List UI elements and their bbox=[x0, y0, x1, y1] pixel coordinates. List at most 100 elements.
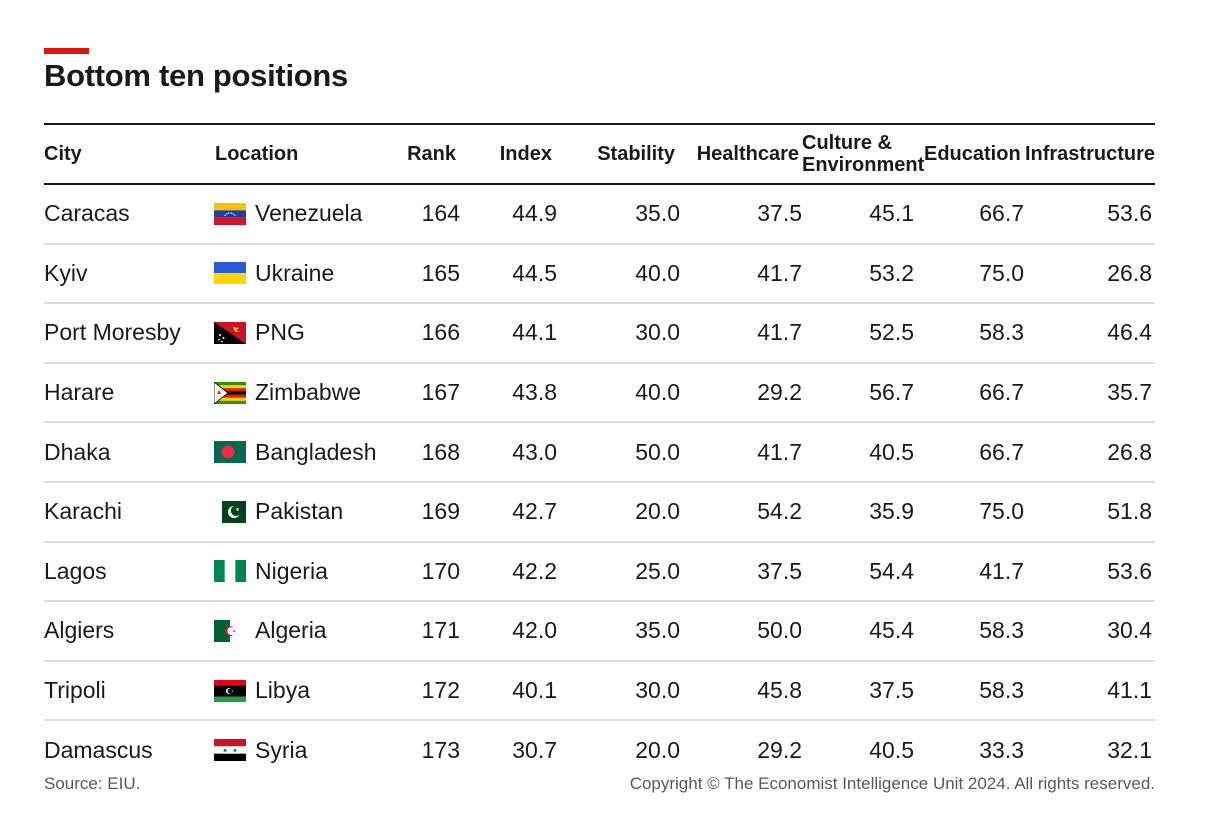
header-infrastructure: Infrastructure bbox=[1024, 143, 1155, 165]
culture-cell: 40.5 bbox=[869, 438, 914, 465]
stability-cell: 30.0 bbox=[635, 319, 680, 346]
rank-cell: 170 bbox=[421, 557, 460, 584]
header-city: City bbox=[44, 143, 82, 165]
table-header: City Location Rank Index Stability Healt… bbox=[44, 123, 1155, 185]
infrastructure-cell: 26.8 bbox=[1107, 259, 1152, 286]
location-name: Bangladesh bbox=[255, 438, 377, 465]
table-row: Damascus Syria 173 30.7 20.0 29.2 40.5 33.3 32.1 bbox=[44, 721, 1155, 779]
city-cell: Port Moresby bbox=[44, 319, 181, 346]
culture-cell: 53.2 bbox=[869, 259, 914, 286]
culture-cell: 37.5 bbox=[869, 677, 914, 704]
culture-cell: 45.1 bbox=[869, 200, 914, 227]
infrastructure-cell: 30.4 bbox=[1107, 617, 1152, 644]
infrastructure-cell: 35.7 bbox=[1107, 379, 1152, 406]
libya-flag-icon bbox=[214, 679, 246, 702]
syria-flag-icon bbox=[214, 739, 246, 762]
healthcare-cell: 37.5 bbox=[757, 557, 802, 584]
culture-cell: 35.9 bbox=[869, 498, 914, 525]
accent-bar bbox=[44, 48, 89, 54]
rankings-table: City Location Rank Index Stability Healt… bbox=[44, 123, 1155, 779]
stability-cell: 40.0 bbox=[635, 259, 680, 286]
education-cell: 75.0 bbox=[979, 259, 1024, 286]
city-cell: Lagos bbox=[44, 557, 107, 584]
city-cell: Kyiv bbox=[44, 259, 88, 286]
education-cell: 66.7 bbox=[979, 379, 1024, 406]
location-cell: Ukraine bbox=[214, 245, 334, 303]
copyright-note: Copyright © The Economist Intelligence U… bbox=[629, 774, 1155, 793]
ukraine-flag-icon bbox=[214, 262, 246, 285]
stability-cell: 35.0 bbox=[635, 200, 680, 227]
location-cell: Pakistan bbox=[214, 483, 343, 541]
infrastructure-cell: 46.4 bbox=[1107, 319, 1152, 346]
healthcare-cell: 41.7 bbox=[757, 438, 802, 465]
location-name: Pakistan bbox=[255, 498, 344, 525]
education-cell: 33.3 bbox=[979, 736, 1024, 763]
bangladesh-flag-icon bbox=[214, 441, 246, 464]
location-name: Algeria bbox=[255, 617, 327, 644]
rank-cell: 169 bbox=[421, 498, 460, 525]
culture-cell: 45.4 bbox=[869, 617, 914, 644]
index-cell: 40.1 bbox=[512, 677, 557, 704]
location-cell: Algeria bbox=[214, 602, 327, 660]
healthcare-cell: 41.7 bbox=[757, 259, 802, 286]
city-cell: Damascus bbox=[44, 736, 153, 763]
education-cell: 58.3 bbox=[979, 617, 1024, 644]
infrastructure-cell: 53.6 bbox=[1107, 200, 1152, 227]
header-stability: Stability bbox=[597, 143, 675, 165]
header-education: Education bbox=[924, 143, 1021, 165]
rank-cell: 167 bbox=[421, 379, 460, 406]
index-cell: 42.7 bbox=[512, 498, 557, 525]
index-cell: 42.0 bbox=[512, 617, 557, 644]
education-cell: 41.7 bbox=[979, 557, 1024, 584]
venezuela-flag-icon bbox=[214, 202, 246, 225]
city-cell: Caracas bbox=[44, 200, 130, 227]
location-cell: Zimbabwe bbox=[214, 364, 361, 422]
infrastructure-cell: 53.6 bbox=[1107, 557, 1152, 584]
city-cell: Harare bbox=[44, 379, 115, 406]
table-row: Karachi Pakistan 169 42.7 20.0 54.2 35.9 75.0 51… bbox=[44, 483, 1155, 543]
index-cell: 44.9 bbox=[512, 200, 557, 227]
healthcare-cell: 54.2 bbox=[757, 498, 802, 525]
rank-cell: 164 bbox=[421, 200, 460, 227]
nigeria-flag-icon bbox=[214, 560, 246, 583]
healthcare-cell: 29.2 bbox=[757, 736, 802, 763]
location-name: Syria bbox=[255, 736, 308, 763]
index-cell: 43.8 bbox=[512, 379, 557, 406]
culture-cell: 56.7 bbox=[869, 379, 914, 406]
algeria-flag-icon bbox=[214, 619, 246, 642]
stability-cell: 40.0 bbox=[635, 379, 680, 406]
table-row: Caracas Venezuela 164 44.9 35.0 37.5 45.1 66.7 5… bbox=[44, 185, 1155, 245]
location-cell: Nigeria bbox=[214, 543, 328, 601]
rank-cell: 165 bbox=[421, 259, 460, 286]
location-name: PNG bbox=[255, 319, 305, 346]
healthcare-cell: 50.0 bbox=[757, 617, 802, 644]
location-cell: PNG bbox=[214, 304, 305, 362]
location-name: Venezuela bbox=[255, 200, 363, 227]
header-rank: Rank bbox=[407, 143, 456, 165]
rank-cell: 166 bbox=[421, 319, 460, 346]
header-culture-environment: Culture & Environment bbox=[802, 132, 925, 176]
healthcare-cell: 41.7 bbox=[757, 319, 802, 346]
healthcare-cell: 37.5 bbox=[757, 200, 802, 227]
rank-cell: 171 bbox=[421, 617, 460, 644]
rank-cell: 173 bbox=[421, 736, 460, 763]
location-name: Zimbabwe bbox=[255, 379, 362, 406]
location-name: Libya bbox=[255, 677, 310, 704]
pakistan-flag-icon bbox=[214, 500, 246, 523]
culture-cell: 40.5 bbox=[869, 736, 914, 763]
table-row: Tripoli Libya 172 40.1 30.0 45.8 37.5 58.3 41.1 bbox=[44, 662, 1155, 722]
index-cell: 44.5 bbox=[512, 259, 557, 286]
healthcare-cell: 29.2 bbox=[757, 379, 802, 406]
header-healthcare: Healthcare bbox=[696, 143, 799, 165]
stability-cell: 20.0 bbox=[635, 736, 680, 763]
stability-cell: 30.0 bbox=[635, 677, 680, 704]
location-cell: Syria bbox=[214, 721, 307, 779]
city-cell: Dhaka bbox=[44, 438, 111, 465]
location-name: Ukraine bbox=[255, 259, 335, 286]
index-cell: 42.2 bbox=[512, 557, 557, 584]
infrastructure-cell: 41.1 bbox=[1107, 677, 1152, 704]
city-cell: Tripoli bbox=[44, 677, 106, 704]
table-row: Port Moresby PNG 166 44.1 30.0 41.7 52.5 58.3 46… bbox=[44, 304, 1155, 364]
infrastructure-cell: 26.8 bbox=[1107, 438, 1152, 465]
stability-cell: 50.0 bbox=[635, 438, 680, 465]
